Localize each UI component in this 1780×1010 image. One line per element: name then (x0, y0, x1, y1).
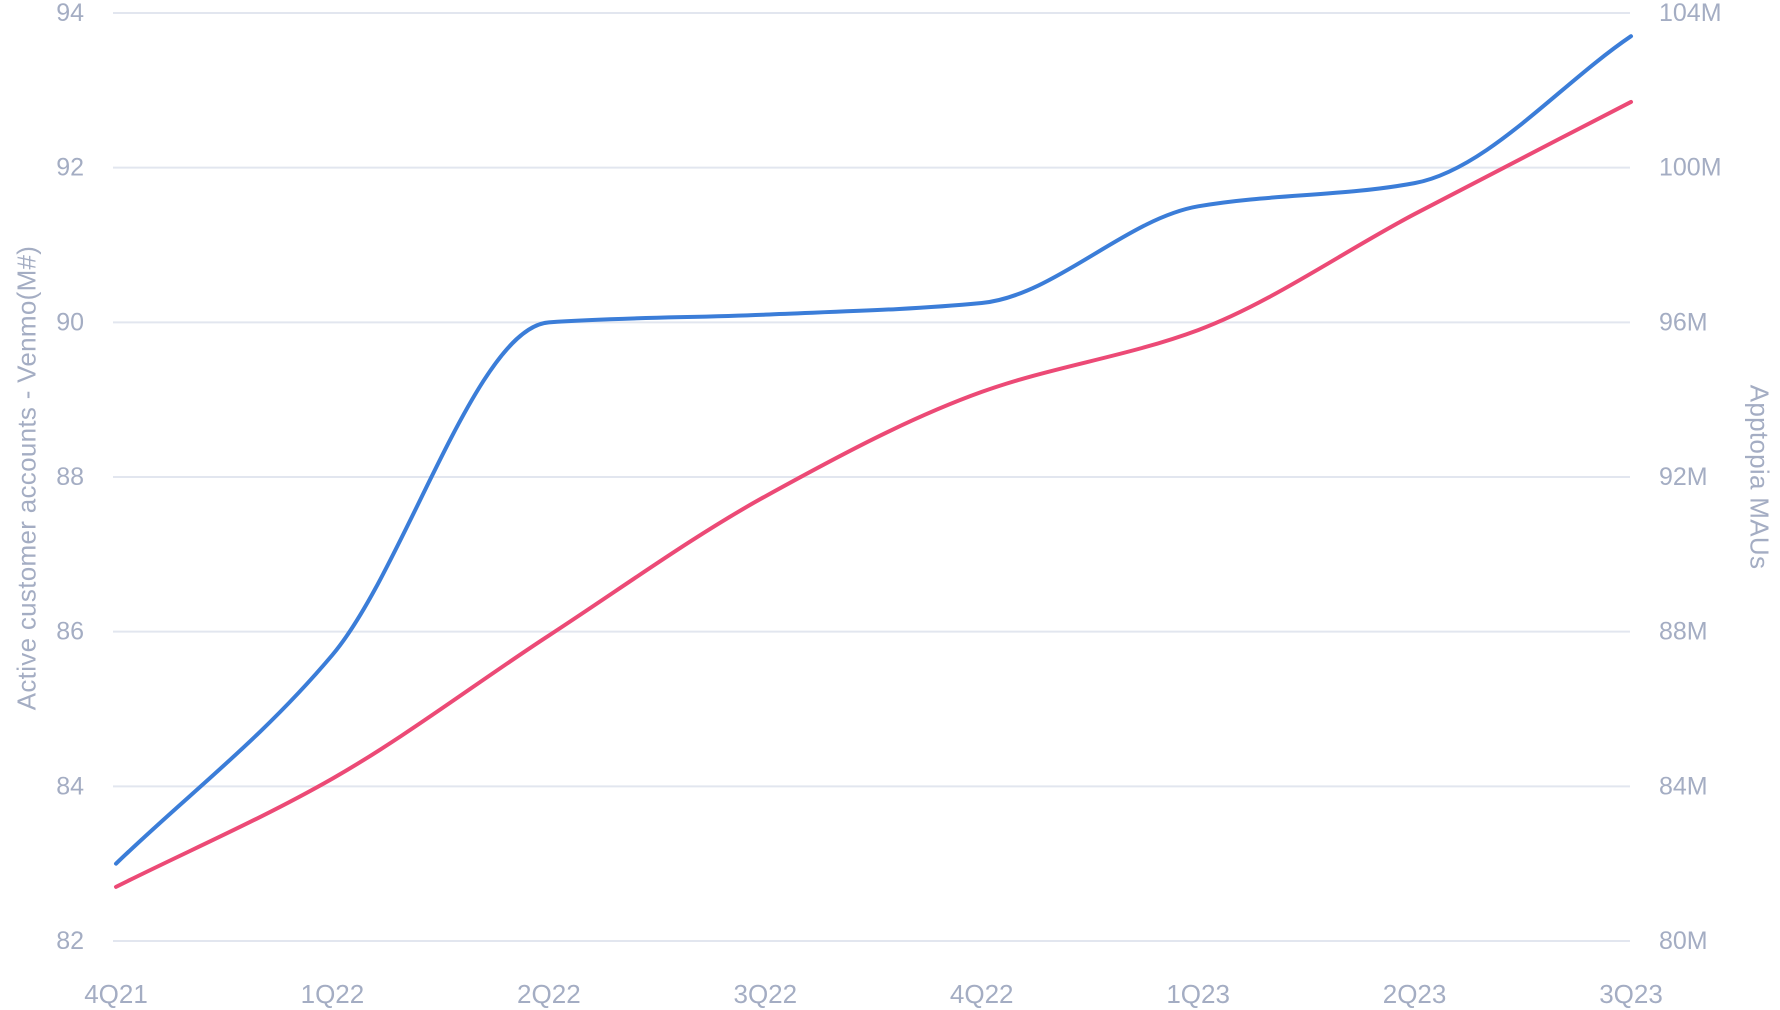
y-axis-tick-right: 80M (1659, 927, 1708, 955)
y-axis-tick-right: 104M (1659, 0, 1722, 27)
right-axis-title: Apptopia MAUs (1744, 384, 1775, 570)
y-axis-tick-left: 88 (56, 463, 84, 491)
y-axis-tick-right: 96M (1659, 308, 1708, 336)
x-axis-tick: 4Q22 (950, 979, 1014, 1009)
y-axis-tick-left: 92 (56, 154, 84, 182)
x-axis-tick: 1Q22 (301, 979, 365, 1009)
y-axis-tick-left: 94 (56, 0, 84, 27)
y-axis-tick-right: 88M (1659, 618, 1708, 646)
y-axis-tick-right: 100M (1659, 154, 1722, 182)
y-axis-tick-left: 86 (56, 618, 84, 646)
x-axis-tick: 4Q21 (84, 979, 148, 1009)
y-axis-tick-left: 90 (56, 308, 84, 336)
x-axis-tick: 2Q22 (517, 979, 581, 1009)
y-axis-tick-left: 84 (56, 772, 84, 800)
x-axis-tick: 1Q23 (1166, 979, 1230, 1009)
x-axis-tick: 2Q23 (1383, 979, 1447, 1009)
y-axis-tick-right: 92M (1659, 463, 1708, 491)
y-axis-tick-left: 82 (56, 927, 84, 955)
venmo-accounts-line (114, 34, 1633, 866)
x-axis-tick: 3Q23 (1599, 979, 1663, 1009)
left-axis-title: Active customer accounts - Venmo(M#) (11, 245, 42, 711)
y-axis-tick-right: 84M (1659, 772, 1708, 800)
apptopia-maus-line (114, 99, 1633, 889)
x-axis-tick: 3Q22 (733, 979, 797, 1009)
